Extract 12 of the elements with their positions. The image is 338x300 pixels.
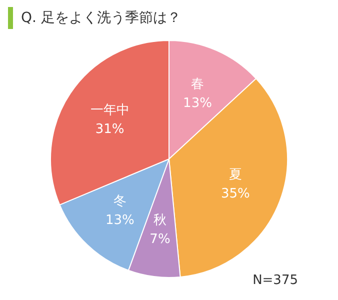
data-label: 13% bbox=[183, 96, 212, 112]
slice-label: 春 bbox=[191, 77, 204, 92]
text: N=375 bbox=[252, 273, 298, 288]
data-label: 35% bbox=[220, 186, 250, 202]
data-label: 13% bbox=[105, 212, 134, 228]
slice-label: 秋 bbox=[154, 212, 166, 228]
data-label: 7% bbox=[150, 232, 170, 247]
slice-label: 一年中 bbox=[90, 102, 130, 118]
slice-label: 夏 bbox=[228, 168, 242, 183]
data-label: 31% bbox=[95, 122, 124, 137]
chart-title: Q. 足をよく洗う季節は？ bbox=[21, 9, 181, 27]
slice-label: 冬 bbox=[113, 194, 126, 209]
